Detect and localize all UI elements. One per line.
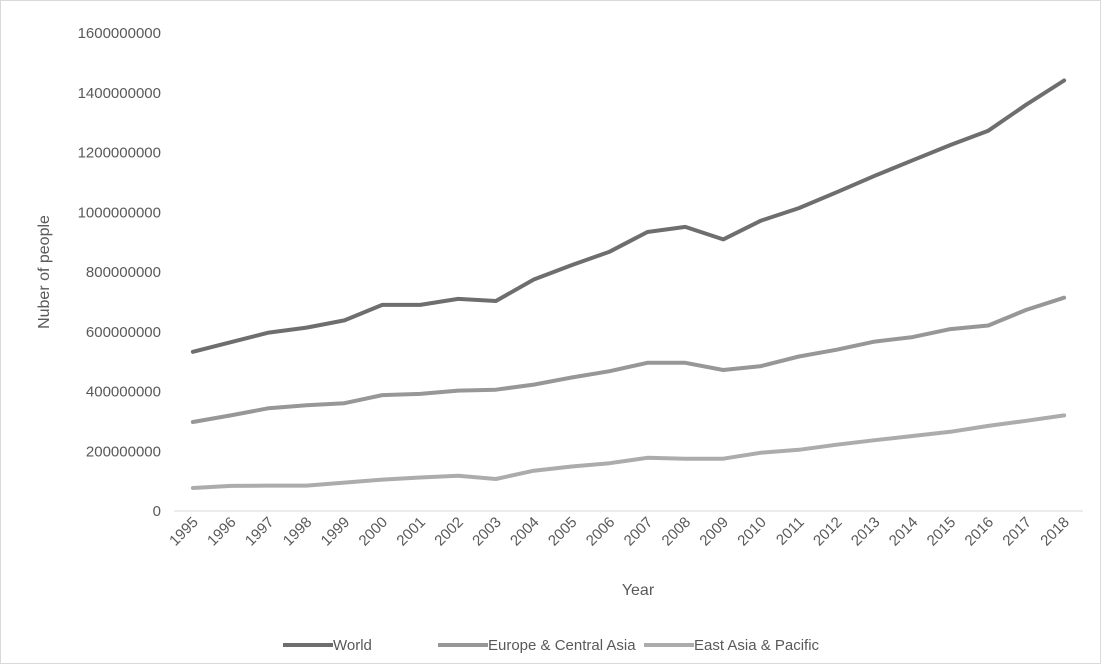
y-tick-label: 1600000000 [78, 25, 161, 42]
legend: World Europe & Central Asia East Asia & Pa… [283, 637, 820, 654]
x-tick-label: 2004 [507, 514, 543, 550]
x-tick-label: 2007 [621, 514, 657, 550]
y-axis-title: Nuber of people [36, 215, 53, 329]
x-tick-label: 2010 [734, 514, 770, 550]
x-tick-label: 2008 [659, 514, 695, 550]
x-tick-label: 2011 [773, 514, 808, 549]
series-lines [190, 78, 1067, 490]
x-tick-label: 2001 [393, 514, 429, 550]
y-tick-label: 800000000 [86, 264, 161, 281]
x-tick-label: 2012 [810, 514, 846, 550]
series-line-europe-central-asia [190, 295, 1067, 424]
x-tick-label: 2000 [356, 514, 392, 550]
y-tick-label: 0 [153, 503, 161, 520]
y-tick-label: 200000000 [86, 443, 161, 460]
legend-label-europe-central-asia: Europe & Central Asia [488, 637, 636, 654]
y-tick-label: 1400000000 [78, 85, 161, 102]
x-tick-label: 1999 [318, 514, 354, 550]
x-tick-label: 2006 [583, 514, 619, 550]
x-tick-label: 1996 [204, 514, 240, 550]
y-tick-label: 600000000 [86, 324, 161, 341]
x-tick-label: 2002 [431, 514, 467, 550]
y-tick-label: 1000000000 [78, 204, 161, 221]
x-axis-title: Year [622, 582, 655, 599]
x-axis-ticks: 1995 1996 1997 1998 1999 2000 2001 2002 2003 2004… [166, 514, 1073, 550]
x-tick-label: 2009 [696, 514, 732, 550]
x-tick-label: 1995 [166, 514, 202, 550]
series-line-world [190, 78, 1067, 354]
x-tick-label: 1998 [280, 514, 316, 550]
y-tick-label: 400000000 [86, 384, 161, 401]
x-tick-label: 2016 [962, 514, 998, 550]
y-tick-label: 1200000000 [78, 145, 161, 162]
x-tick-label: 2005 [545, 514, 581, 550]
y-axis-ticks: 0 200000000 400000000 600000000 800000000 100… [78, 25, 161, 520]
legend-label-world: World [333, 637, 372, 654]
x-tick-label: 1997 [242, 514, 278, 550]
x-tick-label: 2018 [1037, 514, 1073, 550]
legend-label-east-asia-pacific: East Asia & Pacific [694, 637, 820, 654]
x-tick-label: 2017 [999, 514, 1035, 550]
series-line-east-asia-pacific [190, 413, 1067, 490]
x-tick-label: 2014 [886, 514, 922, 550]
x-tick-label: 2003 [469, 514, 505, 550]
x-tick-label: 2013 [848, 514, 884, 550]
x-tick-label: 2015 [924, 514, 960, 550]
